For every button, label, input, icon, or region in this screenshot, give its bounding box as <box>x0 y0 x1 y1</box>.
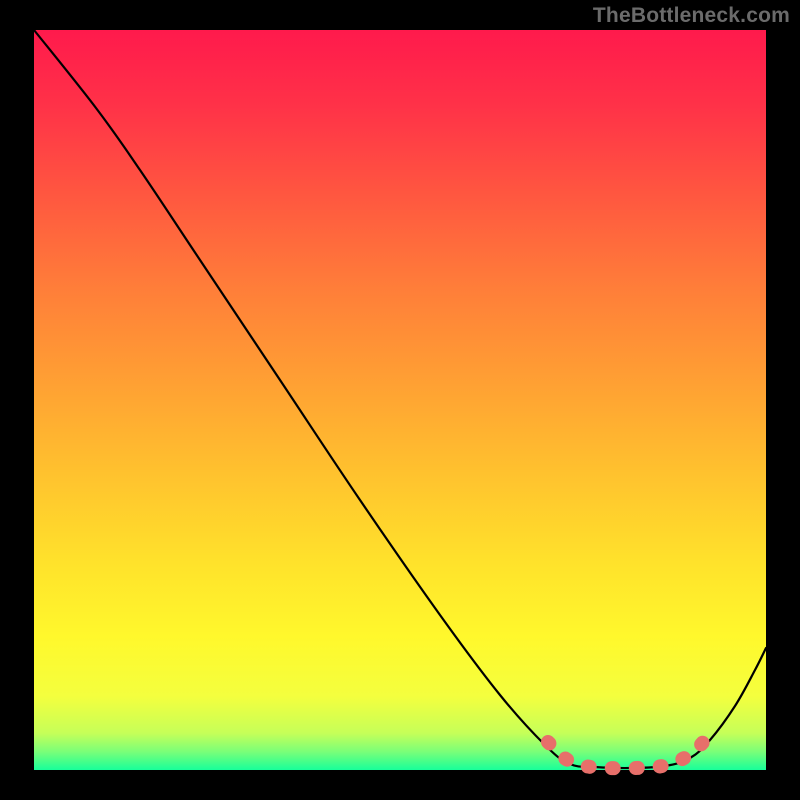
chart-container: TheBottleneck.com <box>0 0 800 800</box>
bottleneck-chart <box>0 0 800 800</box>
attribution-label: TheBottleneck.com <box>593 4 790 28</box>
plot-background <box>34 30 766 770</box>
